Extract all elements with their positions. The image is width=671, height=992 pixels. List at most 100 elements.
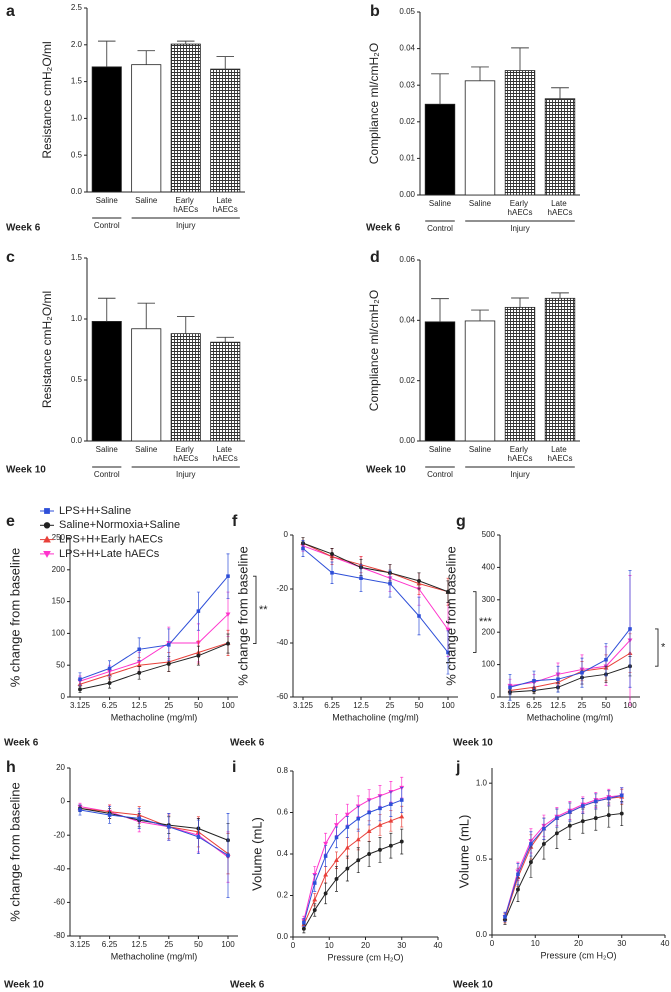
data-point (366, 828, 372, 833)
data-point (377, 822, 383, 827)
data-point (541, 841, 546, 846)
data-point (334, 857, 339, 863)
data-point (330, 571, 334, 575)
data-point (388, 818, 394, 823)
y-tick-label: 0.5 (71, 150, 83, 159)
y-tick-label: 50 (56, 660, 65, 669)
series-line (303, 787, 402, 921)
data-point (529, 842, 533, 846)
x-tick-label: 3.125 (500, 701, 521, 710)
x-tick-label: 3.125 (70, 701, 91, 710)
x-tick-label: Saline (96, 445, 119, 454)
data-point (344, 845, 350, 850)
series-line (79, 642, 229, 685)
error-bar (97, 297, 116, 322)
data-point (78, 677, 82, 681)
group-label: Control (94, 470, 120, 479)
bar (210, 341, 241, 442)
data-point (312, 897, 318, 902)
y-tick-label: 0.8 (277, 766, 289, 775)
x-tick-label: Saline (429, 445, 452, 454)
panel-letter: i (232, 759, 236, 776)
data-point (196, 609, 201, 613)
x-tick-label: 50 (194, 701, 203, 710)
data-point (594, 799, 598, 804)
bar (464, 320, 496, 442)
group-label: Injury (510, 470, 530, 479)
data-point (166, 661, 171, 666)
x-tick-label: 12.5 (353, 701, 369, 710)
y-tick-label: 0.4 (277, 849, 289, 858)
data-point (334, 835, 339, 840)
y-tick-label: 0.00 (399, 190, 415, 199)
panel: g Week 10 % change from baseline 0 100 200 300… (443, 513, 666, 748)
data-point (606, 813, 611, 818)
y-tick-label: 0.2 (277, 891, 289, 900)
y-tick-label: 0.0 (71, 436, 83, 445)
panel-letter: g (456, 513, 466, 530)
series-line (504, 794, 622, 917)
data-point (301, 546, 305, 551)
data-point (399, 798, 404, 802)
data-point (301, 926, 306, 931)
x-axis-title: Methacholine (mg/ml) (527, 712, 614, 722)
panel-letter: h (6, 759, 16, 776)
y-tick-label: 200 (52, 565, 66, 574)
data-point (417, 614, 421, 618)
y-tick-label: 0.0 (277, 932, 289, 941)
data-point (137, 647, 141, 652)
panel: j Week 10 Volume (mL) 0.0 0.5 1.0 0 10 20 30 40 Pre… (453, 759, 670, 990)
error-bar (431, 298, 449, 322)
data-point (356, 816, 361, 821)
x-tick-label: 6.25 (324, 701, 340, 710)
y-axis-title: Resistance cmH₂O/ml (40, 41, 54, 158)
data-point (78, 687, 82, 692)
y-tick-label: 400 (482, 563, 496, 572)
y-tick-label: 100 (52, 629, 66, 638)
panel: c Week 10 Resistance cmH₂O/ml 0.0 0.5 1.0 1.5 S… (6, 249, 245, 479)
series-line (504, 813, 622, 921)
legend-marker (43, 522, 51, 529)
data-point (446, 650, 450, 655)
y-tick-label: -60 (276, 692, 288, 701)
series-line (303, 841, 402, 929)
data-point (619, 811, 624, 816)
error-bar (176, 40, 195, 45)
y-tick-label: 0.00 (399, 436, 415, 445)
data-point (167, 825, 171, 829)
x-tick-label: Saline (96, 196, 119, 205)
data-point (399, 839, 404, 844)
bar (170, 43, 201, 193)
y-axis-title: % change from baseline (235, 546, 250, 685)
x-tick-label: 25 (386, 701, 395, 710)
y-tick-label: 0.5 (71, 375, 83, 384)
y-axis-title: Resistance cmH₂O/ml (40, 291, 54, 408)
panel-letter: j (455, 759, 460, 776)
data-point (568, 810, 572, 814)
data-point (323, 891, 328, 896)
bar (131, 64, 162, 193)
group-label: Injury (176, 470, 196, 479)
data-point (226, 641, 230, 646)
panel: a Week 6 Resistance cmH₂O/ml 0.0 0.5 1.0 1.5 2.… (6, 3, 245, 234)
series-line (79, 575, 229, 680)
error-bar (471, 309, 489, 321)
data-point (367, 852, 372, 856)
series-line (79, 613, 229, 682)
data-point (334, 823, 339, 828)
error-bar (431, 73, 449, 105)
data-point (556, 677, 560, 681)
data-point (330, 551, 334, 556)
y-tick-label: 0.5 (476, 854, 488, 863)
series-line (79, 809, 229, 856)
y-tick-label: -40 (53, 864, 65, 873)
legend-label: LPS+H+Saline (59, 505, 131, 517)
x-tick-label: Late hAECs (213, 445, 238, 463)
x-tick-label: Late hAECs (548, 445, 573, 463)
x-tick-label: 100 (221, 940, 235, 949)
y-tick-label: 250 (52, 533, 66, 542)
data-point (399, 814, 405, 819)
x-tick-label: 50 (415, 701, 424, 710)
y-tick-label: 200 (482, 627, 496, 636)
